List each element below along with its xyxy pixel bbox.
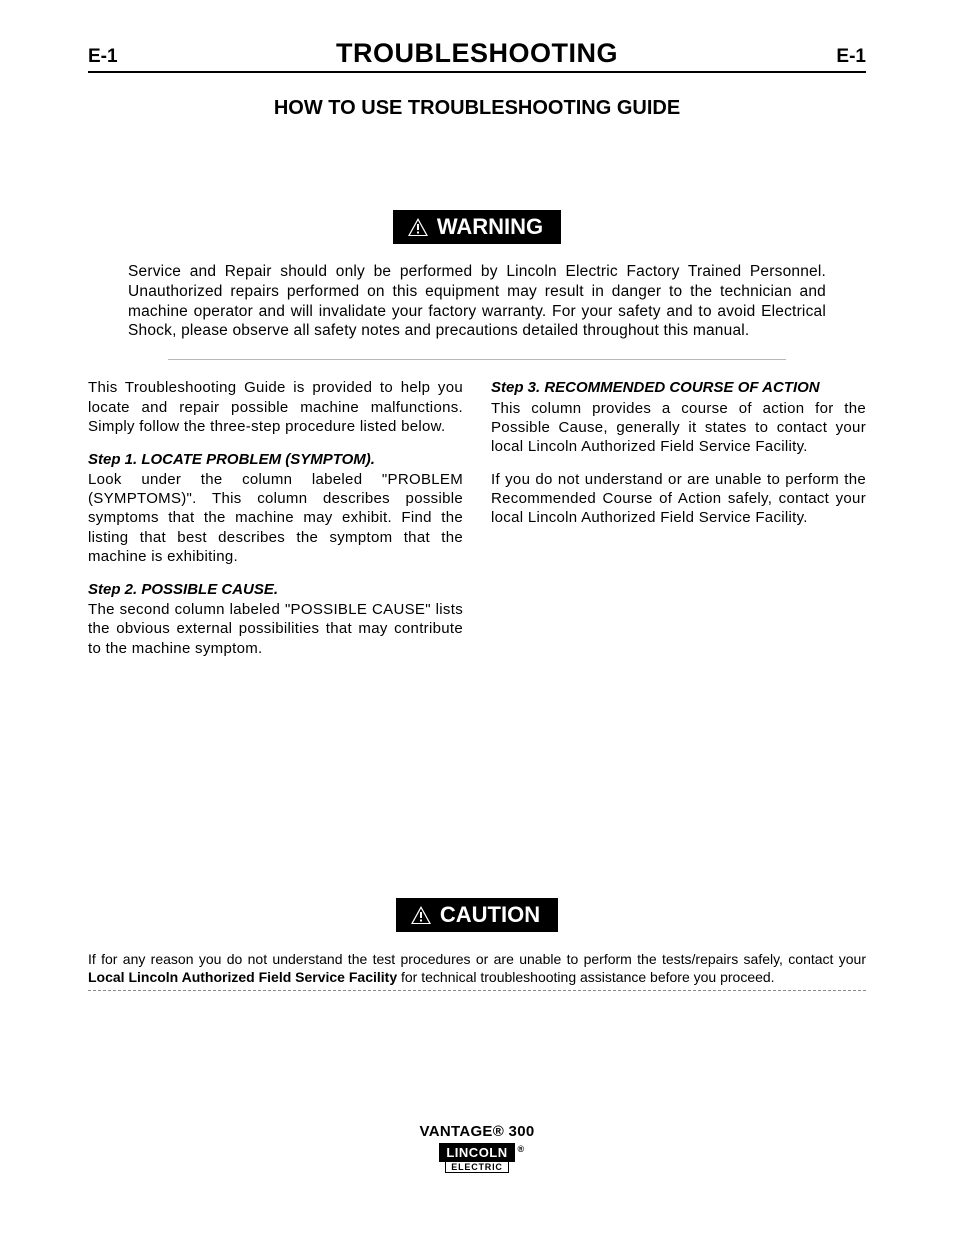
caution-triangle-icon [410,905,432,925]
logo-bottom-text: ELECTRIC [445,1161,508,1173]
caution-block: CAUTION If for any reason you do not und… [88,898,866,991]
warning-label-text: WARNING [437,214,543,240]
step3-note: If you do not understand or are unable t… [491,470,866,528]
caution-text-pre: If for any reason you do not understand … [88,951,866,967]
step3-heading: Step 3. RECOMMENDED COURSE OF ACTION [491,378,866,397]
page-header: E-1 TROUBLESHOOTING E-1 [88,38,866,73]
intro-paragraph: This Troubleshooting Guide is provided t… [88,378,463,436]
caution-label-text: CAUTION [440,902,540,928]
body-columns: This Troubleshooting Guide is provided t… [88,378,866,671]
right-column: Step 3. RECOMMENDED COURSE OF ACTION Thi… [491,378,866,671]
page-footer: VANTAGE® 300 LINCOLN ® ELECTRIC [0,1123,954,1175]
step1-heading: Step 1. LOCATE PROBLEM (SYMPTOM). [88,450,463,469]
left-column: This Troubleshooting Guide is provided t… [88,378,463,671]
step2-heading: Step 2. POSSIBLE CAUSE. [88,580,463,599]
caution-text-post: for technical troubleshooting assistance… [397,969,774,985]
page-number-right: E-1 [836,46,866,68]
page-number-left: E-1 [88,46,118,68]
footer-model: VANTAGE® 300 [0,1123,954,1140]
warning-label-wrap: WARNING [88,210,866,244]
caution-label: CAUTION [396,898,558,932]
page-subtitle: HOW TO USE TROUBLESHOOTING GUIDE [88,97,866,120]
logo-lincoln-text: LINCOLN [446,1145,507,1160]
caution-text-bold: Local Lincoln Authorized Field Service F… [88,969,397,985]
step2-body: The second column labeled "POSSIBLE CAUS… [88,600,463,658]
divider-rule [168,359,786,360]
logo-top-text: LINCOLN ® [439,1143,514,1162]
registered-icon: ® [518,1144,525,1154]
warning-label: WARNING [393,210,561,244]
caution-body: If for any reason you do not understand … [88,950,866,991]
caution-label-wrap: CAUTION [88,898,866,932]
section-title: TROUBLESHOOTING [336,38,618,69]
lincoln-logo: LINCOLN ® ELECTRIC [439,1143,514,1173]
warning-body: Service and Repair should only be perfor… [88,262,866,341]
step3-body: This column provides a course of action … [491,399,866,457]
warning-triangle-icon [407,217,429,237]
step1-body: Look under the column labeled "PROBLEM (… [88,470,463,566]
